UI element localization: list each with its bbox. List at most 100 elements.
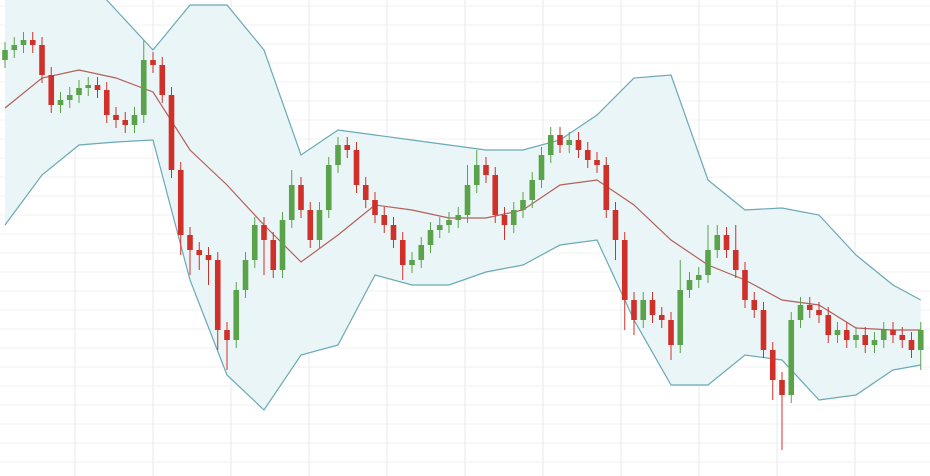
candle-body <box>686 280 693 290</box>
candle-body <box>94 85 101 90</box>
candle-body <box>409 260 415 265</box>
candle-body <box>20 40 27 45</box>
candle-body <box>603 165 610 210</box>
candle-body <box>29 40 36 45</box>
candle-body <box>723 235 730 250</box>
candle-body <box>677 290 684 345</box>
candle-body <box>2 50 8 60</box>
candle-body <box>834 330 841 335</box>
candle-body <box>39 45 45 75</box>
candle-body <box>48 75 55 105</box>
candle-body <box>797 305 804 320</box>
upper-band <box>105 0 922 301</box>
candle-body <box>233 290 240 340</box>
candle-body <box>640 300 647 320</box>
candle-body <box>224 330 230 340</box>
candle-body <box>501 215 508 225</box>
candle-body <box>140 60 147 115</box>
candle-body <box>298 185 304 210</box>
candle-body <box>575 140 582 150</box>
candle-body <box>353 150 360 185</box>
candle-body <box>187 235 193 250</box>
candle-body <box>307 210 314 240</box>
candle-body <box>325 165 332 210</box>
candle-body <box>631 300 637 320</box>
candle-body <box>122 120 129 125</box>
candle-body <box>335 145 341 165</box>
candle-body <box>825 315 832 335</box>
candle-body <box>57 100 64 105</box>
candle-body <box>436 225 443 230</box>
candle-body <box>399 240 406 265</box>
candle-body <box>751 300 758 310</box>
candle-body <box>862 335 869 345</box>
candle-body <box>85 85 92 88</box>
candle-body <box>66 95 73 100</box>
candle-body <box>510 210 517 225</box>
candle-body <box>538 155 545 180</box>
candle-body <box>760 310 767 350</box>
candle-body <box>705 250 711 275</box>
candle-body <box>658 315 665 320</box>
candle-body <box>612 210 619 240</box>
candle-body <box>853 335 859 340</box>
candle-body <box>816 310 822 315</box>
candle-body <box>520 200 526 210</box>
candle-body <box>557 135 563 145</box>
candle-body <box>788 320 795 395</box>
candle-body <box>205 255 212 260</box>
candle-body <box>159 65 166 95</box>
candle-body <box>843 330 850 340</box>
candle-body <box>427 230 434 245</box>
candle-body <box>113 115 119 120</box>
candle-body <box>372 200 378 215</box>
candle-body <box>251 225 258 260</box>
candle-body <box>76 88 82 95</box>
candle-body <box>381 215 388 225</box>
candle-body <box>418 245 425 260</box>
candle-body <box>714 235 721 250</box>
candle-body <box>742 270 748 300</box>
candle-body <box>473 165 480 185</box>
candle-body <box>899 335 906 340</box>
candle-body <box>177 170 184 235</box>
candle-body <box>103 90 110 115</box>
candle-body <box>908 340 915 350</box>
candle-body <box>390 225 397 240</box>
candle-body <box>316 210 323 240</box>
candle-body <box>769 350 776 380</box>
candle-body <box>483 165 489 175</box>
candle-body <box>455 215 462 220</box>
candle-body <box>279 220 286 270</box>
candle-body <box>131 115 138 125</box>
candle-body <box>779 380 785 395</box>
candle-body <box>288 185 295 220</box>
candle-body <box>214 260 221 330</box>
candle-body <box>492 175 499 215</box>
candle-body <box>668 320 674 345</box>
candle-body <box>150 60 156 65</box>
candle-body <box>871 340 878 345</box>
candle-body <box>695 275 702 280</box>
lower-band <box>4 139 921 411</box>
candle-body <box>806 305 813 310</box>
candle-body <box>446 220 452 225</box>
candle-body <box>344 145 351 150</box>
candle-body <box>547 135 554 155</box>
candle-body <box>890 330 896 335</box>
candle-body <box>649 300 656 315</box>
candle-body <box>362 185 369 200</box>
candle-body <box>594 160 600 165</box>
candle-body <box>584 150 591 160</box>
candle-body <box>261 225 267 240</box>
candle-body <box>529 180 536 200</box>
candle-body <box>11 45 18 50</box>
candle-body <box>566 140 573 145</box>
candle-body <box>732 250 739 270</box>
candle-body <box>242 260 249 290</box>
candle-body <box>464 185 471 215</box>
candle-body <box>917 330 924 350</box>
candle-body <box>196 250 203 255</box>
